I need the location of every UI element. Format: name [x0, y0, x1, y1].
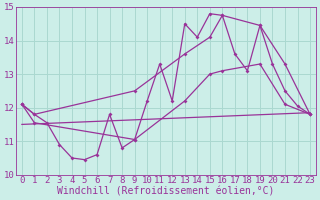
X-axis label: Windchill (Refroidissement éolien,°C): Windchill (Refroidissement éolien,°C)	[57, 187, 275, 197]
